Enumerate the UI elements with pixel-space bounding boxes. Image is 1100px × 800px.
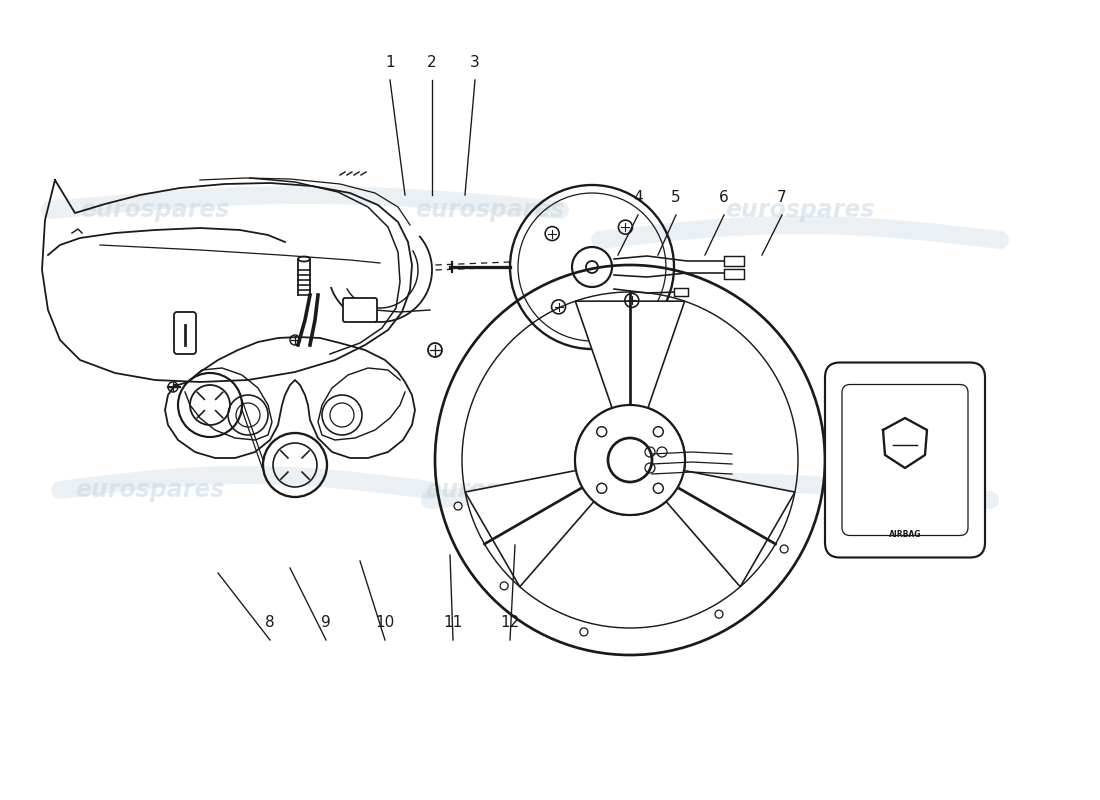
FancyBboxPatch shape: [825, 362, 984, 558]
Polygon shape: [667, 470, 795, 586]
Polygon shape: [465, 470, 594, 586]
Polygon shape: [575, 301, 684, 408]
Circle shape: [575, 405, 685, 515]
Bar: [724, 256, 744, 266]
Text: 5: 5: [671, 190, 681, 205]
FancyBboxPatch shape: [174, 312, 196, 354]
Text: 2: 2: [427, 55, 437, 70]
Text: 6: 6: [719, 190, 729, 205]
Ellipse shape: [298, 257, 310, 262]
Text: 7: 7: [778, 190, 786, 205]
FancyBboxPatch shape: [343, 298, 377, 322]
Text: eurospares: eurospares: [80, 198, 230, 222]
Bar: [724, 269, 744, 279]
Text: eurospares: eurospares: [725, 198, 874, 222]
Text: eurospares: eurospares: [416, 198, 564, 222]
Text: eurospares: eurospares: [75, 478, 224, 502]
Text: 11: 11: [443, 615, 463, 630]
Text: 1: 1: [385, 55, 395, 70]
Text: AIRBAG: AIRBAG: [889, 530, 922, 539]
Text: eurospares: eurospares: [426, 478, 574, 502]
Text: 10: 10: [375, 615, 395, 630]
Bar: [674, 288, 688, 296]
Text: 8: 8: [265, 615, 275, 630]
Text: 3: 3: [470, 55, 480, 70]
Text: 9: 9: [321, 615, 331, 630]
FancyBboxPatch shape: [842, 385, 968, 535]
Text: 12: 12: [500, 615, 519, 630]
Text: 4: 4: [634, 190, 642, 205]
